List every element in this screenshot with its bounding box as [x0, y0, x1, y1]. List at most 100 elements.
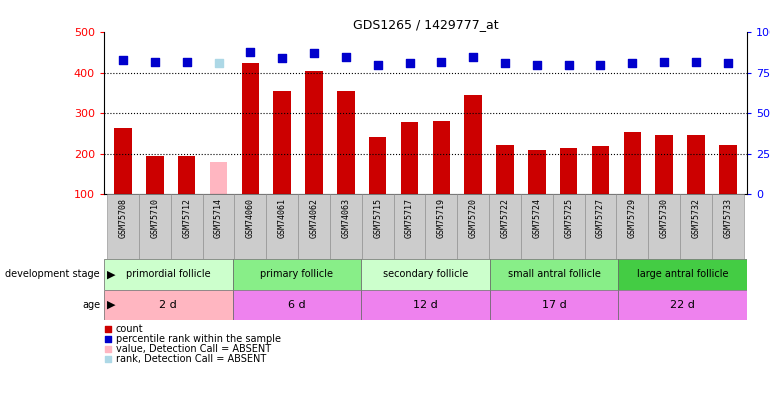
- Text: primordial follicle: primordial follicle: [126, 269, 210, 279]
- Point: [102, 336, 114, 343]
- Bar: [400, 122, 418, 194]
- Bar: [305, 71, 323, 194]
- Bar: [617, 194, 648, 259]
- Title: GDS1265 / 1429777_at: GDS1265 / 1429777_at: [353, 18, 498, 31]
- Bar: [584, 194, 617, 259]
- Text: GSM75714: GSM75714: [214, 198, 223, 238]
- Bar: [591, 146, 609, 194]
- Point: [244, 49, 256, 55]
- Bar: [712, 194, 744, 259]
- Text: GSM75729: GSM75729: [628, 198, 637, 238]
- Bar: [457, 194, 489, 259]
- Text: 22 d: 22 d: [670, 300, 695, 310]
- Point: [180, 58, 192, 65]
- Bar: [560, 148, 578, 194]
- Point: [563, 62, 575, 68]
- Bar: [104, 259, 233, 290]
- Point: [371, 62, 383, 68]
- Text: percentile rank within the sample: percentile rank within the sample: [116, 334, 280, 344]
- Bar: [146, 156, 164, 194]
- Point: [626, 60, 638, 66]
- Bar: [233, 290, 361, 320]
- Text: 17 d: 17 d: [541, 300, 567, 310]
- Point: [499, 60, 511, 66]
- Bar: [107, 194, 139, 259]
- Text: count: count: [116, 324, 143, 334]
- Bar: [464, 95, 482, 194]
- Text: GSM75720: GSM75720: [469, 198, 477, 238]
- Bar: [298, 194, 330, 259]
- Text: GSM75724: GSM75724: [532, 198, 541, 238]
- Text: ▶: ▶: [100, 269, 116, 279]
- Bar: [648, 194, 680, 259]
- Point: [721, 60, 734, 66]
- Point: [102, 356, 114, 363]
- Point: [658, 58, 671, 65]
- Point: [403, 60, 416, 66]
- Point: [594, 62, 607, 68]
- Point: [117, 57, 129, 63]
- Bar: [687, 135, 705, 194]
- Bar: [369, 137, 387, 194]
- Bar: [139, 194, 171, 259]
- Point: [149, 58, 161, 65]
- Text: rank, Detection Call = ABSENT: rank, Detection Call = ABSENT: [116, 354, 266, 364]
- Text: primary follicle: primary follicle: [260, 269, 333, 279]
- Bar: [496, 145, 514, 194]
- Bar: [624, 132, 641, 194]
- Bar: [489, 194, 521, 259]
- Bar: [242, 63, 259, 194]
- Text: small antral follicle: small antral follicle: [507, 269, 601, 279]
- Bar: [425, 194, 457, 259]
- Bar: [553, 194, 584, 259]
- Point: [340, 53, 352, 60]
- Bar: [209, 162, 227, 194]
- Text: large antral follicle: large antral follicle: [637, 269, 728, 279]
- Text: GSM75719: GSM75719: [437, 198, 446, 238]
- Bar: [655, 135, 673, 194]
- Bar: [233, 259, 361, 290]
- Bar: [618, 259, 747, 290]
- Point: [102, 346, 114, 352]
- Text: value, Detection Call = ABSENT: value, Detection Call = ABSENT: [116, 344, 270, 354]
- Text: GSM75722: GSM75722: [500, 198, 510, 238]
- Bar: [361, 259, 490, 290]
- Point: [276, 55, 288, 62]
- Bar: [680, 194, 712, 259]
- Text: age: age: [82, 300, 100, 310]
- Text: 6 d: 6 d: [288, 300, 306, 310]
- Bar: [618, 290, 747, 320]
- Bar: [490, 259, 618, 290]
- Bar: [178, 156, 196, 194]
- Text: ▶: ▶: [100, 300, 116, 310]
- Bar: [433, 121, 450, 194]
- Text: GSM74060: GSM74060: [246, 198, 255, 238]
- Text: GSM75712: GSM75712: [182, 198, 191, 238]
- Bar: [104, 290, 233, 320]
- Text: GSM75727: GSM75727: [596, 198, 605, 238]
- Text: secondary follicle: secondary follicle: [383, 269, 468, 279]
- Bar: [234, 194, 266, 259]
- Bar: [490, 290, 618, 320]
- Point: [690, 58, 702, 65]
- Text: GSM75725: GSM75725: [564, 198, 573, 238]
- Text: development stage: development stage: [5, 269, 100, 279]
- Bar: [528, 150, 546, 194]
- Bar: [361, 290, 490, 320]
- Point: [213, 60, 225, 66]
- Text: GSM75733: GSM75733: [723, 198, 732, 238]
- Bar: [719, 145, 737, 194]
- Bar: [266, 194, 298, 259]
- Bar: [273, 91, 291, 194]
- Point: [308, 50, 320, 57]
- Bar: [521, 194, 553, 259]
- Text: 2 d: 2 d: [159, 300, 177, 310]
- Bar: [362, 194, 393, 259]
- Text: GSM75715: GSM75715: [373, 198, 382, 238]
- Text: GSM74063: GSM74063: [341, 198, 350, 238]
- Text: GSM75710: GSM75710: [150, 198, 159, 238]
- Bar: [393, 194, 425, 259]
- Text: 12 d: 12 d: [413, 300, 438, 310]
- Bar: [203, 194, 234, 259]
- Point: [467, 53, 480, 60]
